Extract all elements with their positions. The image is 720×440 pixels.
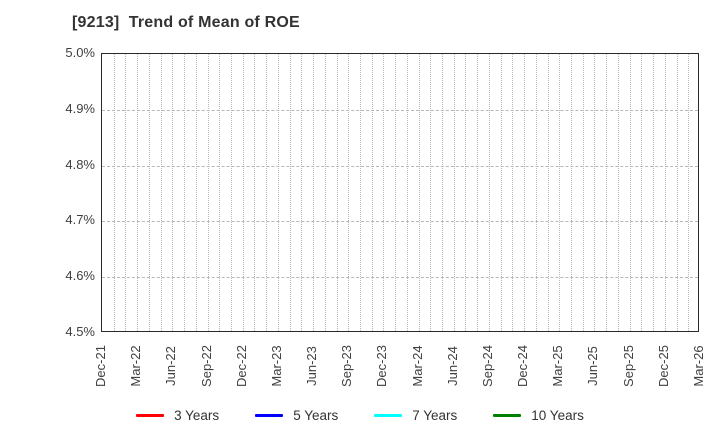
legend-line-swatch-5-years (255, 413, 284, 417)
gridline-vertical (406, 54, 408, 331)
gridline-vertical (488, 54, 490, 331)
gridline-vertical (301, 54, 303, 331)
gridline-vertical (688, 54, 690, 331)
gridline-horizontal (102, 221, 698, 223)
x-tick-label: Mar-25 (550, 345, 566, 387)
y-tick-label: 4.7% (65, 212, 95, 228)
legend-label-5-years: 5 Years (293, 407, 339, 423)
gridline-vertical (313, 54, 315, 331)
gridline-vertical (371, 54, 373, 331)
x-tick-label: Mar-24 (409, 345, 425, 387)
x-tick-label: Sep-25 (620, 345, 636, 387)
legend-item-10-years: 10 Years (493, 408, 584, 423)
legend-label-3-years: 3 Years (174, 407, 220, 423)
gridline-vertical (172, 54, 174, 331)
gridline-vertical (113, 54, 115, 331)
gridline-vertical (453, 54, 455, 331)
gridline-vertical (547, 54, 549, 331)
x-tick-label: Sep-23 (339, 345, 355, 387)
legend-line-swatch-10-years (493, 413, 522, 417)
x-tick-label: Dec-22 (233, 345, 249, 387)
gridline-vertical (148, 54, 150, 331)
gridline-vertical (195, 54, 197, 331)
chart-legend: 3 Years 5 Years 7 Years 10 Years (0, 403, 720, 427)
gridline-vertical (230, 54, 232, 331)
gridline-vertical (500, 54, 502, 331)
gridline-vertical (664, 54, 666, 331)
legend-line-swatch-3-years (136, 413, 165, 417)
gridline-vertical (571, 54, 573, 331)
y-tick-label: 4.9% (65, 100, 95, 116)
gridline-vertical (582, 54, 584, 331)
gridline-vertical (160, 54, 162, 331)
x-tick-label: Mar-26 (691, 345, 706, 387)
x-tick-label: Jun-23 (304, 346, 320, 386)
gridline-vertical (606, 54, 608, 331)
gridline-vertical (254, 54, 256, 331)
gridline-vertical (266, 54, 268, 331)
gridline-vertical (524, 54, 526, 331)
gridline-vertical (348, 54, 350, 331)
gridline-vertical (442, 54, 444, 331)
gridline-horizontal (102, 277, 698, 279)
x-tick-label: Dec-24 (515, 345, 531, 387)
gridline-vertical (512, 54, 514, 331)
y-tick-label: 5.0% (65, 45, 95, 60)
gridline-vertical (594, 54, 596, 331)
gridline-vertical (617, 54, 619, 331)
chart-title: [9213] Trend of Mean of ROE (72, 14, 300, 31)
gridline-vertical (477, 54, 479, 331)
gridline-horizontal (102, 165, 698, 167)
gridline-vertical (125, 54, 127, 331)
legend-label-10-years: 10 Years (531, 407, 584, 423)
y-tick-label: 4.5% (65, 324, 95, 339)
legend-label-7-years: 7 Years (412, 407, 458, 423)
gridline-vertical (219, 54, 221, 331)
legend-item-3-years: 3 Years (136, 408, 219, 423)
legend-item-5-years: 5 Years (255, 408, 338, 423)
x-tick-label: Jun-22 (163, 346, 179, 386)
x-tick-label: Jun-25 (585, 346, 601, 386)
gridline-vertical (137, 54, 139, 331)
legend-item-7-years: 7 Years (374, 408, 457, 423)
y-tick-label: 4.8% (65, 156, 95, 172)
gridline-vertical (559, 54, 561, 331)
gridline-vertical (359, 54, 361, 331)
gridline-vertical (641, 54, 643, 331)
gridline-horizontal (102, 109, 698, 111)
gridline-vertical (653, 54, 655, 331)
plot-area (101, 53, 699, 332)
y-tick-label: 4.6% (65, 268, 95, 284)
x-tick-label: Sep-24 (479, 345, 495, 387)
gridline-vertical (289, 54, 291, 331)
x-tick-label: Dec-21 (93, 345, 108, 387)
x-tick-label: Jun-24 (444, 346, 460, 386)
gridline-vertical (277, 54, 279, 331)
x-tick-label: Mar-22 (128, 345, 144, 387)
gridline-vertical (207, 54, 209, 331)
x-tick-label: Sep-22 (198, 345, 214, 387)
gridline-vertical (629, 54, 631, 331)
gridline-vertical (418, 54, 420, 331)
gridline-vertical (430, 54, 432, 331)
gridline-vertical (676, 54, 678, 331)
gridline-vertical (465, 54, 467, 331)
gridline-vertical (184, 54, 186, 331)
x-tick-label: Dec-23 (374, 345, 390, 387)
gridline-vertical (535, 54, 537, 331)
gridline-vertical (383, 54, 385, 331)
x-tick-label: Dec-25 (655, 345, 671, 387)
gridline-vertical (395, 54, 397, 331)
x-tick-label: Mar-23 (268, 345, 284, 387)
gridline-vertical (242, 54, 244, 331)
legend-line-swatch-7-years (374, 413, 403, 417)
gridline-vertical (336, 54, 338, 331)
gridline-vertical (324, 54, 326, 331)
